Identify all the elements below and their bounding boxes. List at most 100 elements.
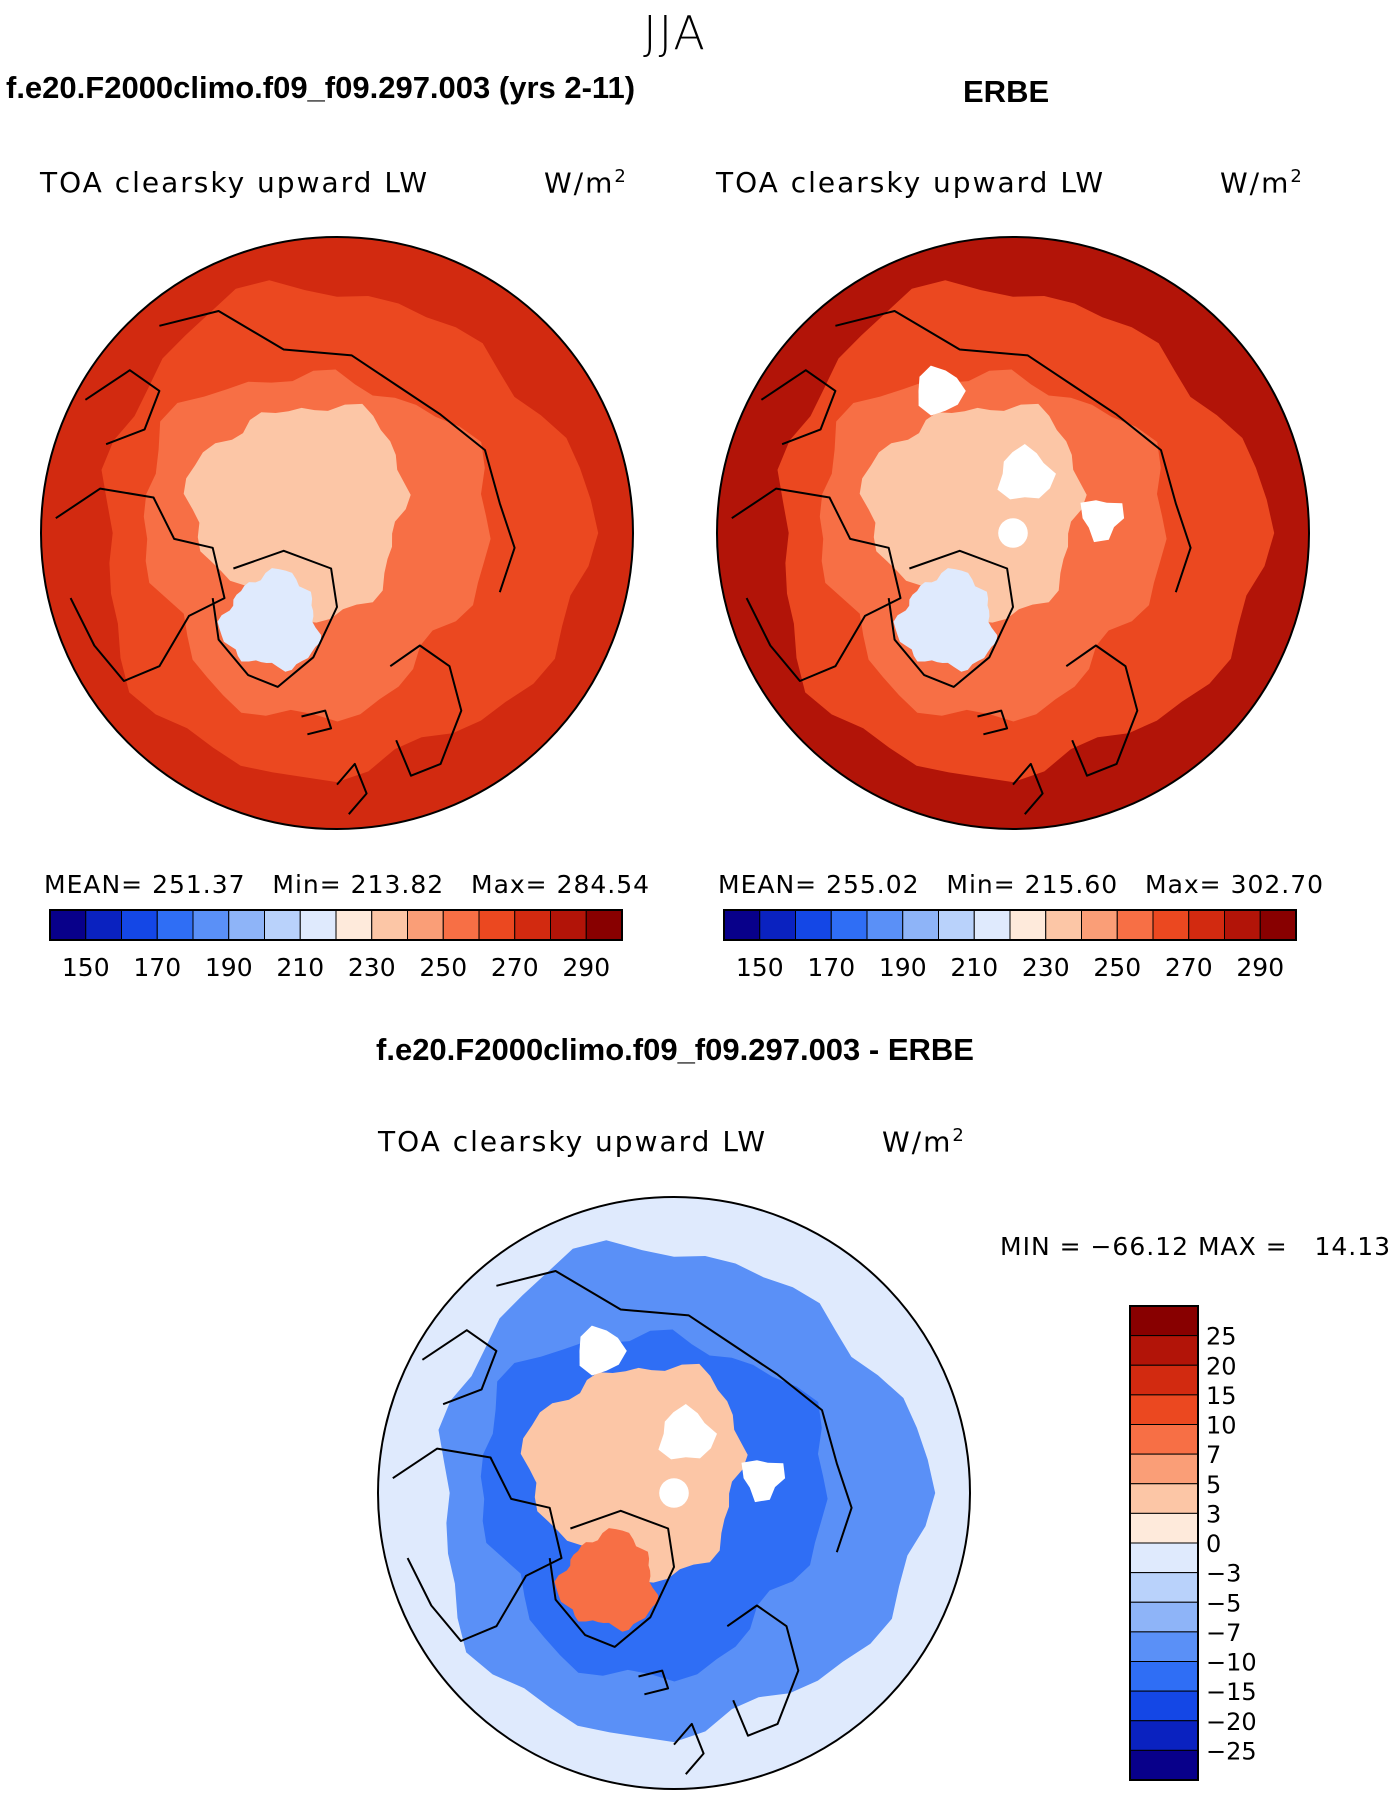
coastline xyxy=(673,1722,705,1775)
obs-colorbar-box xyxy=(723,909,761,941)
coastline xyxy=(1012,762,1044,815)
model-colorbar-box xyxy=(264,909,301,941)
obs-colorbar-tick-label: 190 xyxy=(879,953,927,982)
diff-colorbar-tick-label: −25 xyxy=(1206,1737,1257,1765)
model-colorbar-tick-label: 250 xyxy=(419,953,467,982)
obs-colorbar-box xyxy=(1259,909,1297,941)
obs-units: W/m2 xyxy=(1220,166,1304,200)
diff-colorbar-tick-label: 3 xyxy=(1206,1500,1221,1528)
model-min: 213.82 xyxy=(350,870,445,899)
coastline xyxy=(496,1270,853,1553)
obs-colorbar-box xyxy=(1188,909,1225,941)
diff-colorbar-box xyxy=(1129,1305,1199,1337)
model-mean-label: MEAN= xyxy=(44,870,144,899)
obs-min: 215.60 xyxy=(1024,870,1119,899)
coastline xyxy=(421,1329,498,1406)
coastline xyxy=(55,487,226,682)
coastline xyxy=(336,762,368,815)
model-case-title: f.e20.F2000climo.f09_f09.297.003 (yrs 2-… xyxy=(6,70,636,105)
model-colorbar-box xyxy=(192,909,230,941)
model-colorbar-box xyxy=(550,909,587,941)
obs-max-label: Max= xyxy=(1145,870,1222,899)
model-colorbar-box xyxy=(156,909,194,941)
diff-colorbar-box xyxy=(1129,1720,1199,1751)
diff-colorbar-tick-label: 15 xyxy=(1206,1382,1237,1410)
model-polar-map-field xyxy=(41,237,633,829)
season-title: JJA xyxy=(643,6,707,60)
obs-colorbar-box xyxy=(759,909,796,941)
diff-variable-label: TOA clearsky upward LW xyxy=(378,1125,768,1158)
model-colorbar-tick-label: 170 xyxy=(133,953,181,982)
field-greenland-low xyxy=(217,568,322,672)
obs-colorbar-tick-label: 170 xyxy=(807,953,855,982)
model-colorbar-tick-label: 190 xyxy=(205,953,253,982)
missing-data-patch xyxy=(1080,500,1125,543)
obs-polar-map-border xyxy=(716,236,1310,830)
diff-stats: MIN = −66.12 MAX = 14.13 xyxy=(1000,1232,1392,1261)
coastline xyxy=(159,310,516,593)
model-colorbar-box xyxy=(335,909,373,941)
coastline xyxy=(977,709,1009,736)
obs-colorbar-box xyxy=(1224,909,1261,941)
obs-min-label: Min= xyxy=(946,870,1016,899)
obs-polar-map-field xyxy=(717,237,1309,829)
obs-colorbar-box xyxy=(1045,909,1082,941)
model-colorbar-box xyxy=(585,909,623,941)
field-greenland-low xyxy=(893,568,998,672)
coastline xyxy=(835,310,1192,593)
model-colorbar-box xyxy=(228,909,265,941)
obs-colorbar-box xyxy=(1116,909,1154,941)
model-max: 284.54 xyxy=(556,870,651,899)
diff-colorbar-box xyxy=(1129,1424,1199,1455)
model-colorbar-box xyxy=(299,909,337,941)
obs-polar-map xyxy=(716,236,1310,830)
obs-colorbar-box xyxy=(795,909,832,941)
model-colorbar: 150 170 190 210 230 250 270 290 xyxy=(49,909,623,982)
model-polar-map-border xyxy=(40,236,634,830)
obs-colorbar-box xyxy=(902,909,939,941)
diff-polar-map xyxy=(377,1196,971,1790)
missing-data-patch xyxy=(918,365,966,416)
obs-colorbar-box xyxy=(1152,909,1190,941)
diff-colorbar-tick-label: 7 xyxy=(1206,1441,1221,1469)
model-colorbar-box xyxy=(442,909,480,941)
pole-hole xyxy=(659,1478,689,1508)
diff-colorbar-tick-label: 25 xyxy=(1206,1323,1237,1351)
diff-colorbar-box xyxy=(1129,1572,1199,1603)
model-variable-label: TOA clearsky upward LW xyxy=(40,166,430,199)
missing-data-patch xyxy=(658,1404,717,1460)
coastline xyxy=(301,709,333,736)
coastline xyxy=(84,369,161,446)
coastline xyxy=(1065,644,1139,777)
model-polar-map xyxy=(40,236,634,830)
coastline xyxy=(760,369,837,446)
obs-colorbar-box xyxy=(866,909,904,941)
diff-colorbar-tick-label: −3 xyxy=(1206,1560,1241,1588)
model-colorbar-box xyxy=(49,909,87,941)
missing-data-patch xyxy=(741,1460,786,1503)
model-colorbar-box xyxy=(407,909,444,941)
model-max-label: Max= xyxy=(471,870,548,899)
obs-colorbar-frame xyxy=(723,909,1297,941)
diff-colorbar-tick-label: −20 xyxy=(1206,1708,1257,1736)
obs-colorbar-tick-label: 290 xyxy=(1236,953,1284,982)
coastline xyxy=(392,1447,563,1642)
diff-polar-map-field xyxy=(378,1197,970,1789)
obs-colorbar-box xyxy=(1081,909,1118,941)
obs-colorbar-tick-label: 210 xyxy=(950,953,998,982)
model-colorbar-box xyxy=(121,909,158,941)
model-colorbar-tick-label: 230 xyxy=(348,953,396,982)
diff-units: W/m2 xyxy=(882,1125,966,1159)
diff-colorbar-box xyxy=(1129,1749,1199,1781)
pole-hole xyxy=(998,518,1028,548)
obs-mean: 255.02 xyxy=(826,870,920,899)
coastline xyxy=(726,1604,800,1737)
coastline xyxy=(638,1669,670,1696)
diff-colorbar-box xyxy=(1129,1364,1199,1396)
model-mean: 251.37 xyxy=(152,870,246,899)
field-arctic-ocean xyxy=(183,403,411,623)
obs-colorbar-tick-label: 150 xyxy=(736,953,784,982)
model-stats: MEAN= 251.37 Min= 213.82 Max= 284.54 xyxy=(44,870,650,899)
model-colorbar-box xyxy=(514,909,551,941)
model-colorbar-box xyxy=(85,909,122,941)
